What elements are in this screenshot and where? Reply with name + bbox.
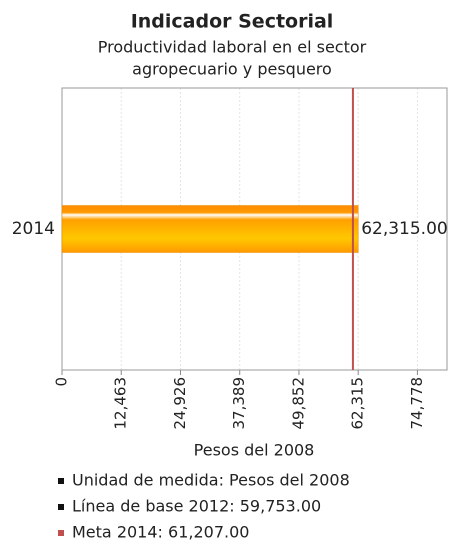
legend-label: Unidad de medida: Pesos del 2008	[72, 471, 350, 490]
chart-subtitle: agropecuario y pesquero	[132, 60, 332, 79]
legend-label: Meta 2014: 61,207.00	[72, 523, 249, 541]
legend-marker	[58, 478, 64, 484]
x-tick-label: 49,852	[289, 377, 307, 430]
x-tick-label: 24,926	[171, 377, 189, 430]
x-tick-label: 12,463	[112, 377, 130, 430]
bar	[61, 205, 359, 253]
x-tick-label: 0	[53, 377, 71, 387]
x-axis-title: Pesos del 2008	[194, 441, 315, 460]
y-tick-label: 2014	[12, 219, 55, 239]
x-tick-label: 62,315	[349, 377, 367, 430]
x-tick-label: 37,389	[230, 377, 248, 430]
x-tick-label: 74,778	[408, 377, 426, 430]
legend-label: Línea de base 2012: 59,753.00	[72, 497, 321, 516]
chart-title: Indicador Sectorial	[131, 11, 334, 33]
value-label: 62,315.00	[361, 219, 448, 239]
legend-marker	[58, 504, 64, 510]
legend-marker	[58, 530, 64, 536]
chart-subtitle: Productividad laboral en el sector	[98, 38, 367, 57]
